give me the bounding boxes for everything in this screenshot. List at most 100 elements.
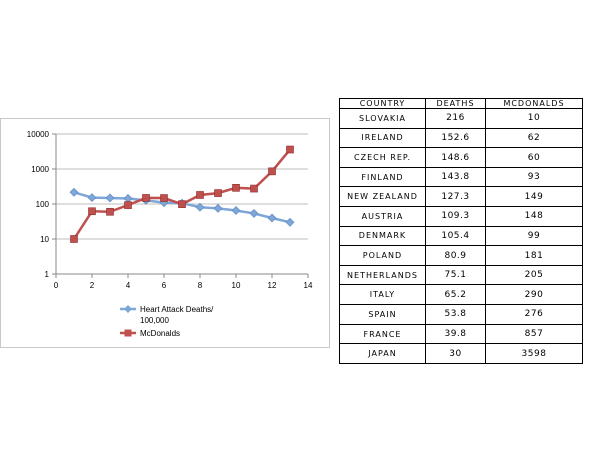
legend-marker <box>124 329 132 337</box>
legend-label-heart-attack: Heart Attack Deaths/ <box>140 305 214 314</box>
data-point-heart-attack <box>87 193 97 202</box>
cell-deaths: 105.4 <box>425 225 486 247</box>
y-tick-label: 1000 <box>31 165 49 174</box>
cell-deaths: 39.8 <box>425 323 486 345</box>
chart-svg: 1 10 100 1000 10000 0 2 4 6 8 10 12 14 Heart Attack D… <box>0 118 330 348</box>
legend-marker <box>124 305 132 313</box>
table-row: DENMARK 105.4 99 <box>339 225 583 247</box>
cell-mcdonalds: 10 <box>485 108 583 129</box>
data-point-mcdonalds <box>232 184 240 192</box>
data-point-heart-attack <box>105 193 115 203</box>
cell-deaths: 80.9 <box>425 245 486 266</box>
cell-mcdonalds: 181 <box>485 245 583 266</box>
table-row: POLAND 80.9 181 <box>339 245 583 266</box>
cell-deaths: 152.6 <box>425 127 486 149</box>
table-row: NEW ZEALAND 127.3 149 <box>339 186 583 208</box>
cell-country: ITALY <box>339 284 426 306</box>
data-point-mcdonalds <box>268 167 276 176</box>
cell-mcdonalds: 93 <box>485 166 583 188</box>
data-point-heart-attack <box>195 202 205 212</box>
cell-country: POLAND <box>339 245 426 266</box>
data-point-heart-attack <box>213 203 223 213</box>
cell-country: DENMARK <box>339 225 426 247</box>
cell-country: SPAIN <box>339 304 426 325</box>
cell-country: CZECH REP. <box>339 147 426 168</box>
x-tick-label: 14 <box>304 281 313 290</box>
data-point-mcdonalds <box>286 145 294 154</box>
table-header-row: COUNTRY DEATHS MCDONALDS <box>339 98 583 109</box>
cell-mcdonalds: 857 <box>485 323 583 345</box>
cell-mcdonalds: 60 <box>485 147 583 168</box>
cell-country: FINLAND <box>339 166 426 188</box>
x-tick-label: 10 <box>232 281 241 290</box>
x-tick-label: 12 <box>268 281 277 290</box>
header-country: COUNTRY <box>339 98 426 109</box>
cell-country: AUSTRIA <box>339 206 426 227</box>
cell-mcdonalds: 149 <box>485 186 583 208</box>
cell-deaths: 53.8 <box>425 304 486 325</box>
cell-mcdonalds: 290 <box>485 284 583 306</box>
cell-country: IRELAND <box>339 127 426 149</box>
table-row: CZECH REP. 148.6 60 <box>339 147 583 168</box>
x-tick-label: 8 <box>198 281 203 290</box>
header-mcdonalds: MCDONALDS <box>485 98 583 109</box>
cell-deaths: 65.2 <box>425 284 486 306</box>
x-tick-label: 6 <box>162 281 167 290</box>
y-tick-label: 100 <box>36 200 50 209</box>
y-tick-label: 10 <box>40 235 49 244</box>
data-point-heart-attack <box>267 213 277 223</box>
cell-mcdonalds: 148 <box>485 206 583 227</box>
cell-mcdonalds: 62 <box>485 127 583 149</box>
table-row: IRELAND 152.6 62 <box>339 127 583 149</box>
data-point-mcdonalds <box>196 191 204 199</box>
cell-deaths: 148.6 <box>425 147 486 168</box>
data-point-heart-attack <box>231 206 241 215</box>
data-point-mcdonalds <box>88 207 96 216</box>
y-tick-label: 10000 <box>27 130 50 139</box>
x-tick-label: 0 <box>54 281 59 290</box>
data-point-heart-attack <box>249 208 259 218</box>
table-row: NETHERLANDS 75.1 205 <box>339 264 583 286</box>
cell-deaths: 109.3 <box>425 206 486 227</box>
data-table: COUNTRY DEATHS MCDONALDS SLOVAKIA 216 10 IR… <box>339 98 583 364</box>
table-row: FRANCE 39.8 857 <box>339 323 583 345</box>
x-tick-label: 4 <box>126 281 131 290</box>
data-point-heart-attack <box>69 187 79 197</box>
data-point-mcdonalds <box>178 200 186 208</box>
data-point-mcdonalds <box>160 194 168 202</box>
cell-country: FRANCE <box>339 323 426 345</box>
cell-country: JAPAN <box>339 343 426 364</box>
table-row: SLOVAKIA 216 10 <box>339 108 583 129</box>
cell-country: SLOVAKIA <box>339 108 426 129</box>
table-row: JAPAN 30 3598 <box>339 343 583 364</box>
legend-label-mcdonalds: McDonalds <box>140 329 180 338</box>
cell-country: NEW ZEALAND <box>339 186 426 208</box>
table-row: SPAIN 53.8 276 <box>339 304 583 325</box>
table-body: SLOVAKIA 216 10 IRELAND 152.6 62 CZECH REP. 148… <box>339 108 583 364</box>
header-deaths: DEATHS <box>425 98 486 109</box>
cell-mcdonalds: 276 <box>485 304 583 325</box>
table-row: ITALY 65.2 290 <box>339 284 583 306</box>
table-row: FINLAND 143.8 93 <box>339 166 583 188</box>
data-point-mcdonalds <box>124 201 132 209</box>
cell-deaths: 30 <box>425 343 486 364</box>
data-point-mcdonalds <box>70 235 78 243</box>
cell-deaths: 127.3 <box>425 186 486 208</box>
cell-mcdonalds: 205 <box>485 264 583 286</box>
data-point-mcdonalds <box>250 184 258 193</box>
cell-deaths: 216 <box>425 108 486 129</box>
cell-deaths: 143.8 <box>425 166 486 188</box>
x-tick-label: 2 <box>90 281 95 290</box>
table-row: AUSTRIA 109.3 148 <box>339 206 583 227</box>
data-point-mcdonalds <box>106 207 114 216</box>
line-chart: 1 10 100 1000 10000 0 2 4 6 8 10 12 14 Heart Attack D… <box>0 118 330 348</box>
y-tick-label: 1 <box>45 270 50 279</box>
cell-deaths: 75.1 <box>425 264 486 286</box>
chart-frame <box>0 118 330 348</box>
legend-label-heart-attack: 100,000 <box>140 316 169 325</box>
cell-mcdonalds: 3598 <box>485 343 583 364</box>
cell-mcdonalds: 99 <box>485 225 583 247</box>
cell-country: NETHERLANDS <box>339 264 426 286</box>
data-point-mcdonalds <box>142 194 150 202</box>
data-point-mcdonalds <box>214 189 222 197</box>
